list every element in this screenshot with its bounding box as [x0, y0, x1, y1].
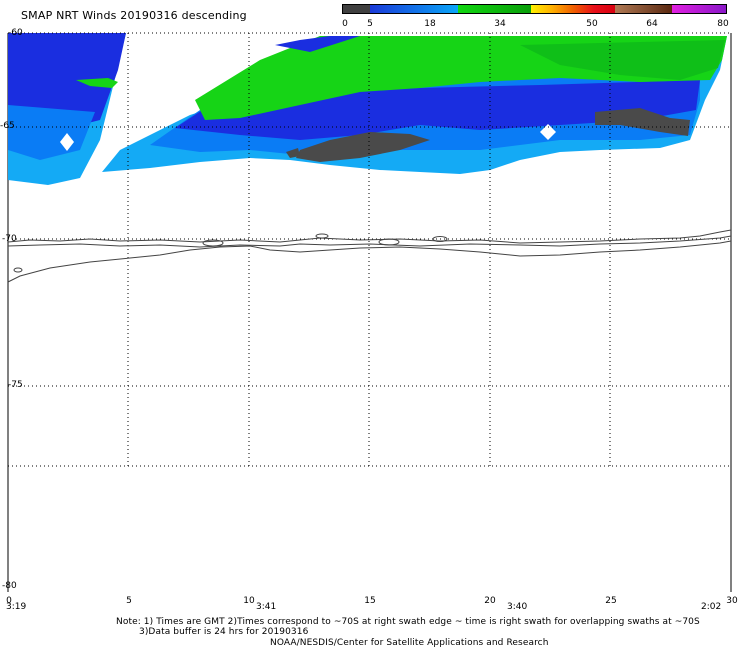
calm-patch-center — [296, 132, 430, 162]
legend-tick-50: 50 — [586, 19, 598, 29]
legend-tick-64: 64 — [646, 19, 658, 29]
main-swath-hole — [540, 124, 556, 140]
calm-patch-right — [595, 108, 690, 136]
legend-tick-0: 0 — [342, 19, 348, 29]
legend-segment-brown — [614, 5, 673, 13]
x-label-10: 10 — [243, 596, 255, 606]
time-label-3: 3:40 — [507, 602, 528, 612]
left-swath-mid — [8, 105, 95, 160]
wind-swaths — [8, 33, 727, 185]
main-swath-darkgreen — [520, 40, 725, 80]
main-swath-top-edge — [275, 36, 360, 52]
legend-segment-blue — [369, 5, 458, 13]
time-label-2: 3:41 — [256, 602, 277, 612]
calm-patch-small — [286, 148, 300, 158]
graticule — [8, 32, 731, 467]
time-label-4: 2:02 — [701, 602, 722, 612]
y-label-65: -65 — [0, 121, 15, 131]
legend-tick-80: 80 — [717, 19, 729, 29]
coastline — [7, 229, 732, 283]
y-label-80: -80 — [2, 581, 17, 591]
time-label-1: 3:19 — [6, 602, 27, 612]
legend-segment-yellow-red — [530, 5, 615, 13]
legend-segment-calm — [343, 5, 370, 13]
x-label-25: 25 — [605, 596, 617, 606]
x-label-20: 20 — [484, 596, 496, 606]
y-label-75: -75 — [8, 380, 23, 390]
legend-tick-34: 34 — [494, 19, 506, 29]
legend-tick-18: 18 — [424, 19, 436, 29]
map-title: SMAP NRT Winds 20190316 descending — [21, 9, 247, 22]
legend-segment-purple — [672, 5, 726, 13]
x-label-0: 0 — [6, 596, 12, 606]
y-label-70: -70 — [2, 234, 17, 244]
left-swath-green-patch — [76, 78, 118, 88]
y-label-60: -60 — [8, 28, 23, 38]
note-line-1: Note: 1) Times are GMT 2)Times correspon… — [116, 617, 700, 627]
legend-segment-green — [457, 5, 531, 13]
credit-line: NOAA/NESDIS/Center for Satellite Applica… — [270, 638, 549, 648]
legend-tick-5: 5 — [367, 19, 373, 29]
left-swath-hole — [60, 133, 74, 151]
legend-color-bar — [342, 4, 727, 14]
x-label-5: 5 — [126, 596, 132, 606]
x-label-15: 15 — [364, 596, 376, 606]
wind-speed-legend: 0 5 18 34 50 64 80 — [342, 4, 729, 32]
x-label-30: 30 — [726, 596, 738, 606]
note-line-2: 3)Data buffer is 24 hrs for 20190316 — [139, 627, 309, 637]
left-swath-dark — [8, 33, 126, 130]
